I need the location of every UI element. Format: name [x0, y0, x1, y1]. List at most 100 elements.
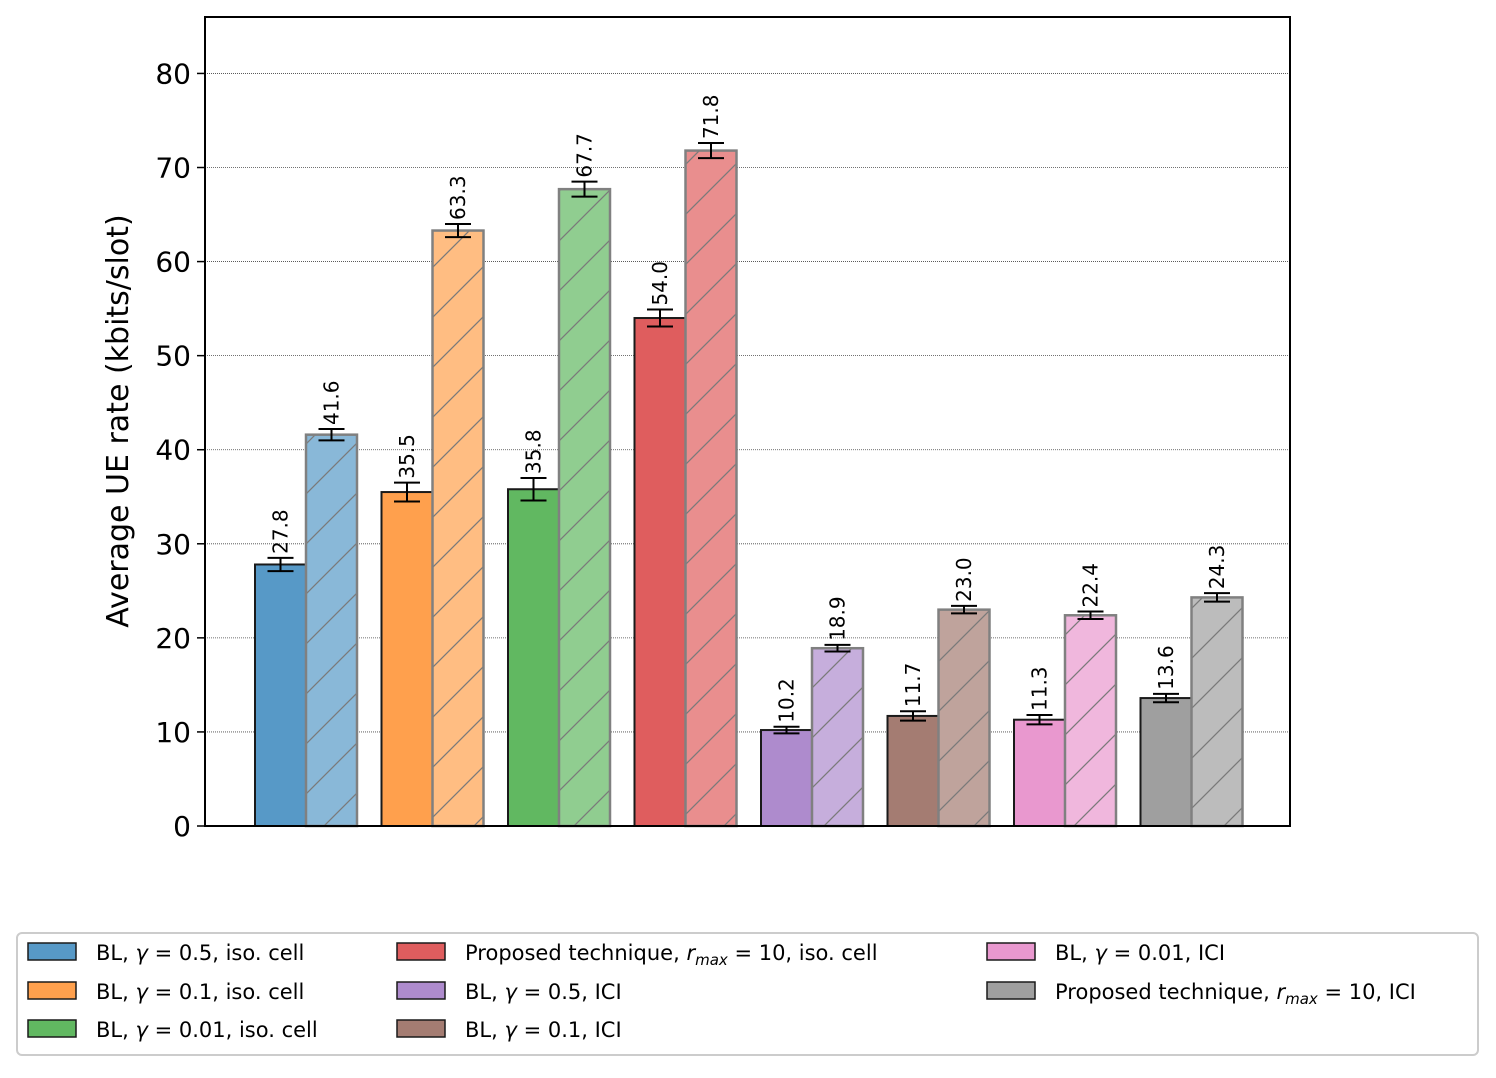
bar-group-0-bar-1 — [304, 433, 359, 828]
error-bars — [267, 142, 1230, 735]
y-tick-label-80: 80 — [155, 57, 191, 90]
bar — [886, 714, 940, 827]
bar-group-1-bar-1 — [431, 229, 485, 828]
bar-group-3-bar-1 — [684, 149, 738, 828]
bar — [1139, 697, 1193, 828]
error-bar — [1026, 713, 1053, 726]
bar — [633, 317, 687, 827]
y-tick-label-40: 40 — [155, 434, 191, 467]
bar-group-5-bar-1 — [937, 608, 991, 828]
bar — [760, 729, 813, 827]
bar — [380, 491, 434, 827]
value-label: 54.0 — [648, 261, 672, 306]
error-bar — [1204, 592, 1230, 603]
legend-swatch — [27, 1019, 77, 1038]
bar-group-5-bar-0 — [886, 714, 940, 827]
error-bar — [394, 481, 420, 503]
value-label: 10.2 — [775, 678, 799, 723]
legend-label: BL, γ = 0.1, ICI — [465, 1018, 622, 1042]
bar-group-2-bar-0 — [507, 488, 560, 827]
legend-swatch — [27, 981, 77, 1000]
legend-frame — [16, 932, 1479, 1056]
bar-group-6-bar-1 — [1063, 614, 1118, 828]
legend-label: BL, γ = 0.01, ICI — [1055, 941, 1225, 965]
bar-group-7-bar-0 — [1139, 697, 1193, 828]
value-label: 35.8 — [522, 429, 546, 474]
bar-hatched — [431, 229, 485, 828]
error-bar — [900, 710, 926, 722]
legend-item-7: Proposed technique, rmax = 10, ICI — [986, 980, 1416, 1008]
y-tick-label-0: 0 — [173, 810, 191, 843]
legend-label: Proposed technique, rmax = 10, iso. cell — [465, 941, 878, 969]
legend-label: BL, γ = 0.01, iso. cell — [96, 1018, 318, 1042]
legend-item-3: Proposed technique, rmax = 10, iso. cell — [396, 941, 878, 969]
value-label: 22.4 — [1079, 563, 1103, 608]
error-bar — [951, 604, 977, 615]
error-bar — [1077, 610, 1104, 621]
legend-item-2: BL, γ = 0.01, iso. cell — [27, 1018, 318, 1042]
bar-group-4-bar-1 — [810, 646, 865, 828]
bar-hatched — [557, 187, 612, 828]
error-bar — [520, 476, 547, 502]
y-tick-label-60: 60 — [155, 246, 191, 279]
value-label: 71.8 — [699, 95, 723, 140]
bar — [1013, 718, 1066, 828]
bar-group-2-bar-1 — [557, 187, 612, 828]
y-tick-label-10: 10 — [155, 716, 191, 749]
bar-group-7-bar-1 — [1190, 596, 1244, 828]
error-bar — [824, 643, 851, 653]
legend-label: BL, γ = 0.5, ICI — [465, 980, 622, 1004]
plot-frame — [204, 16, 1291, 827]
legend-swatch — [396, 1019, 446, 1038]
bar-group-4-bar-0 — [760, 729, 813, 827]
bars — [254, 149, 1244, 828]
bar-hatched — [937, 608, 991, 828]
bar-group-6-bar-0 — [1013, 718, 1066, 828]
value-label: 11.3 — [1028, 666, 1052, 711]
y-axis-label: Average UE rate (kbits/slot) — [101, 214, 136, 627]
legend: BL, γ = 0.5, iso. cell BL, γ = 0.1, iso. … — [16, 932, 1479, 1056]
error-bar — [318, 428, 345, 442]
error-bar — [647, 308, 673, 328]
legend-label: BL, γ = 0.5, iso. cell — [96, 941, 304, 965]
value-label: 13.6 — [1154, 645, 1178, 690]
value-label: 11.7 — [901, 663, 925, 708]
error-bar — [698, 142, 724, 160]
grid-lines — [205, 73, 1290, 733]
bar — [254, 563, 307, 827]
bar-hatched — [304, 433, 359, 828]
bar — [507, 488, 560, 827]
legend-swatch — [986, 981, 1036, 1000]
y-tick-label-50: 50 — [155, 340, 191, 373]
legend-item-1: BL, γ = 0.1, iso. cell — [27, 980, 304, 1004]
y-tick-label-20: 20 — [155, 622, 191, 655]
legend-item-6: BL, γ = 0.01, ICI — [986, 941, 1225, 965]
bar-group-3-bar-0 — [633, 317, 687, 827]
bar-hatched — [1190, 596, 1244, 828]
error-bar — [445, 222, 471, 239]
bar-hatched — [810, 646, 865, 828]
bar-group-0-bar-0 — [254, 563, 307, 827]
legend-swatch — [27, 942, 77, 961]
error-bar — [267, 556, 294, 573]
legend-label: Proposed technique, rmax = 10, ICI — [1055, 980, 1416, 1008]
value-label: 27.8 — [269, 509, 293, 554]
legend-swatch — [396, 981, 446, 1000]
value-label: 23.0 — [952, 557, 976, 602]
legend-item-5: BL, γ = 0.1, ICI — [396, 1018, 622, 1042]
value-label: 41.6 — [320, 380, 344, 425]
error-bar — [571, 180, 598, 198]
y-tick-label-30: 30 — [155, 528, 191, 561]
value-label: 24.3 — [1205, 545, 1229, 590]
value-label: 35.5 — [395, 434, 419, 479]
bar-group-1-bar-0 — [380, 491, 434, 827]
bar-hatched — [684, 149, 738, 828]
axes: 0 10 20 30 40 50 60 70 80 — [155, 16, 1291, 843]
legend-swatch — [396, 942, 446, 961]
error-bar — [1153, 692, 1179, 704]
legend-item-0: BL, γ = 0.5, iso. cell — [27, 941, 304, 965]
legend-item-4: BL, γ = 0.5, ICI — [396, 980, 622, 1004]
bar-hatched — [1063, 614, 1118, 828]
